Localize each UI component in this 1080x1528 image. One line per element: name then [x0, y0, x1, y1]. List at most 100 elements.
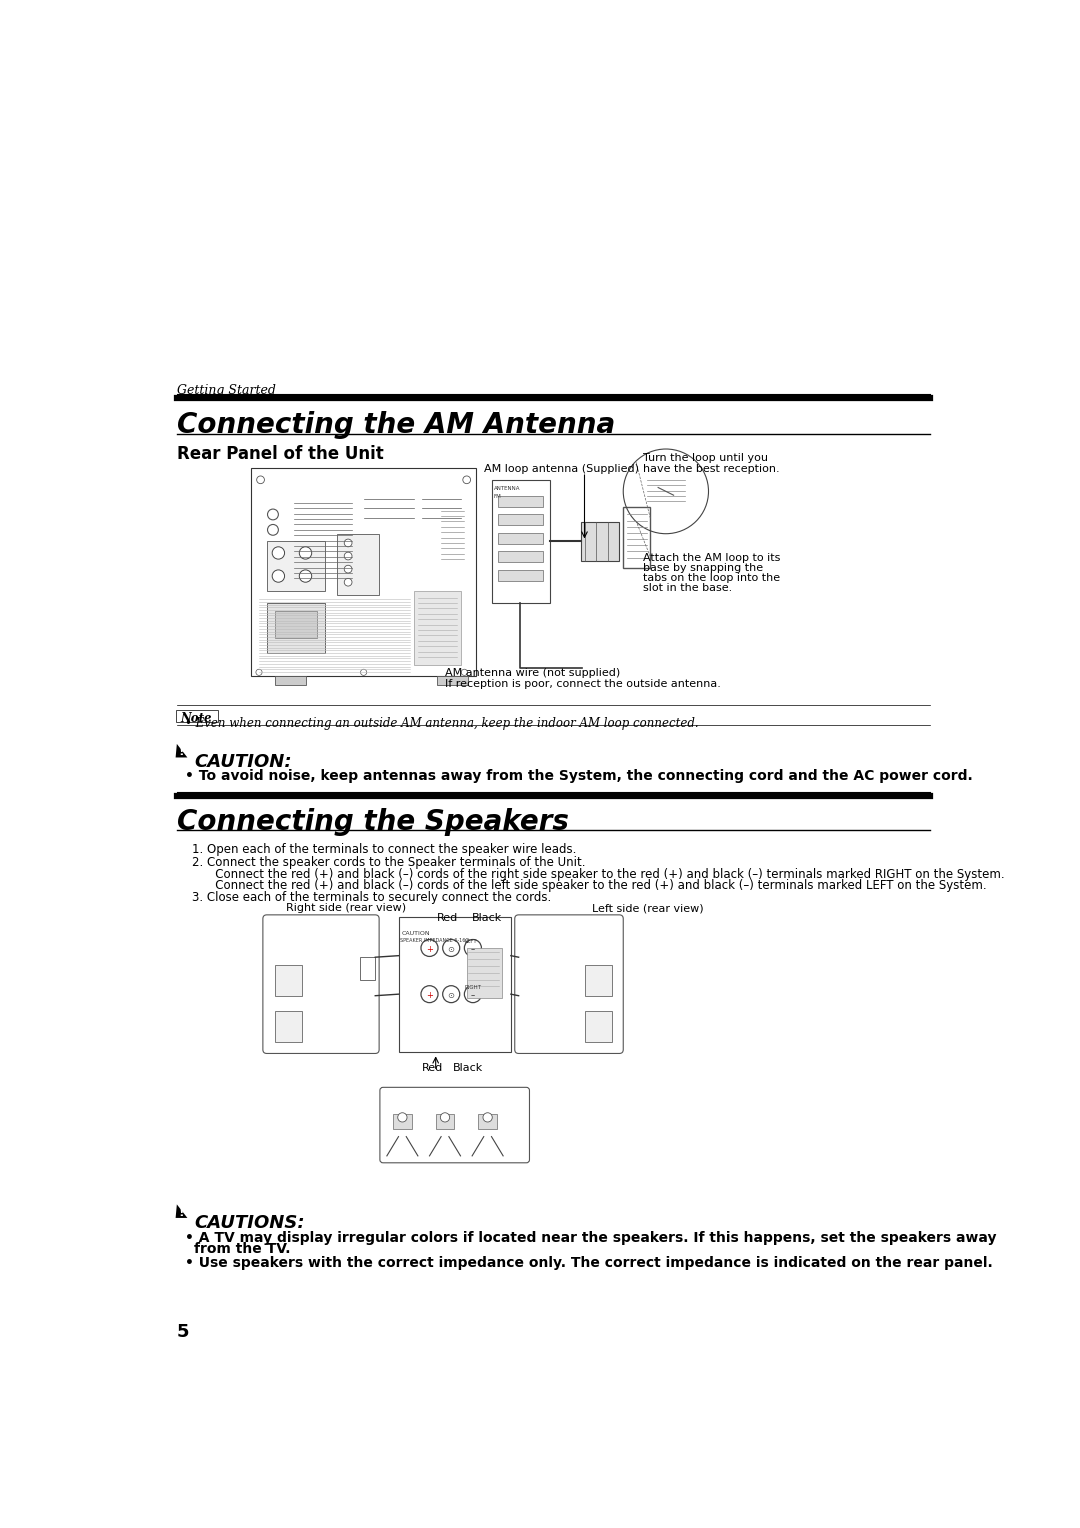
Bar: [252, 468, 476, 677]
Circle shape: [421, 986, 438, 1002]
Text: base by snapping the: base by snapping the: [643, 562, 762, 573]
Bar: [274, 1012, 301, 1042]
Bar: [337, 533, 379, 596]
Text: CAUTIONS:: CAUTIONS:: [194, 1213, 305, 1232]
Circle shape: [268, 524, 279, 535]
Text: LEFT: LEFT: [464, 938, 477, 944]
Text: Red: Red: [437, 912, 459, 923]
Bar: [360, 957, 375, 981]
Bar: [623, 507, 650, 568]
Circle shape: [464, 986, 482, 1002]
Bar: [498, 497, 543, 507]
Circle shape: [443, 940, 460, 957]
Text: ⊙: ⊙: [448, 944, 455, 953]
Text: Connecting the Speakers: Connecting the Speakers: [177, 808, 569, 836]
Text: • A TV may display irregular colors if located near the speakers. If this happen: • A TV may display irregular colors if l…: [185, 1230, 996, 1245]
Bar: [467, 947, 501, 998]
Bar: [274, 677, 306, 686]
Circle shape: [461, 669, 468, 675]
Text: +: +: [427, 992, 433, 1001]
Text: If reception is poor, connect the outside antenna.: If reception is poor, connect the outsid…: [445, 680, 720, 689]
Text: CAUTION: CAUTION: [402, 931, 430, 937]
Text: !: !: [178, 746, 184, 758]
Circle shape: [272, 547, 284, 559]
Text: ⊙: ⊙: [448, 992, 455, 1001]
Text: –: –: [471, 944, 475, 953]
Text: Turn the loop until you: Turn the loop until you: [643, 452, 768, 463]
FancyBboxPatch shape: [262, 915, 379, 1053]
Text: CAUTION:: CAUTION:: [194, 753, 292, 772]
Bar: [584, 964, 611, 996]
Circle shape: [299, 547, 312, 559]
Text: Note: Note: [180, 712, 212, 724]
Circle shape: [345, 539, 352, 547]
Bar: [414, 591, 460, 665]
Text: Connect the red (+) and black (–) cords of the right side speaker to the red (+): Connect the red (+) and black (–) cords …: [204, 868, 1004, 880]
Text: slot in the base.: slot in the base.: [643, 584, 732, 593]
Circle shape: [483, 1112, 492, 1122]
Circle shape: [443, 986, 460, 1002]
Bar: [267, 541, 325, 591]
Text: • Use speakers with the correct impedance only. The correct impedance is indicat: • Use speakers with the correct impedanc…: [185, 1256, 993, 1270]
Text: Black: Black: [472, 912, 502, 923]
Bar: [435, 1114, 455, 1129]
Text: Left side (rear view): Left side (rear view): [592, 903, 704, 914]
Text: 1. Open each of the terminals to connect the speaker wire leads.: 1. Open each of the terminals to connect…: [192, 843, 577, 856]
Text: FM: FM: [494, 494, 501, 498]
Bar: [581, 523, 619, 561]
Text: Right side (rear view): Right side (rear view): [286, 903, 406, 914]
Text: Black: Black: [453, 1062, 483, 1073]
Text: 2. Connect the speaker cords to the Speaker terminals of the Unit.: 2. Connect the speaker cords to the Spea…: [192, 856, 585, 868]
Text: +: +: [427, 944, 433, 953]
Bar: [274, 964, 301, 996]
Text: • Even when connecting an outside AM antenna, keep the indoor AM loop connected.: • Even when connecting an outside AM ant…: [185, 717, 699, 730]
Circle shape: [256, 669, 262, 675]
Polygon shape: [176, 744, 188, 758]
Text: tabs on the loop into the: tabs on the loop into the: [643, 573, 780, 584]
Bar: [274, 611, 318, 637]
Circle shape: [345, 565, 352, 573]
Text: AM loop antenna (Supplied): AM loop antenna (Supplied): [484, 465, 638, 474]
Text: Rear Panel of the Unit: Rear Panel of the Unit: [177, 445, 383, 463]
Text: –: –: [471, 992, 475, 1001]
Text: 5: 5: [177, 1323, 189, 1342]
Text: Red: Red: [422, 1062, 443, 1073]
FancyBboxPatch shape: [176, 711, 218, 723]
Bar: [478, 1114, 497, 1129]
Circle shape: [268, 509, 279, 520]
Circle shape: [397, 1112, 407, 1122]
Circle shape: [345, 579, 352, 587]
Text: Attach the AM loop to its: Attach the AM loop to its: [643, 553, 780, 562]
Bar: [584, 1012, 611, 1042]
Text: • To avoid noise, keep antennas away from the System, the connecting cord and th: • To avoid noise, keep antennas away fro…: [185, 769, 972, 782]
Bar: [399, 917, 511, 1051]
Text: !: !: [178, 1206, 184, 1219]
Bar: [498, 533, 543, 544]
Bar: [267, 604, 325, 652]
FancyBboxPatch shape: [380, 1088, 529, 1163]
Circle shape: [361, 669, 367, 675]
Bar: [491, 480, 550, 604]
Text: Connect the red (+) and black (–) cords of the left side speaker to the red (+) : Connect the red (+) and black (–) cords …: [204, 879, 987, 892]
Bar: [437, 677, 469, 686]
Circle shape: [345, 552, 352, 559]
Circle shape: [421, 940, 438, 957]
Bar: [393, 1114, 411, 1129]
Circle shape: [441, 1112, 449, 1122]
Bar: [498, 570, 543, 581]
Text: ANTENNA: ANTENNA: [494, 486, 521, 490]
Text: from the TV.: from the TV.: [194, 1242, 291, 1256]
Circle shape: [464, 940, 482, 957]
Text: 3. Close each of the terminals to securely connect the cords.: 3. Close each of the terminals to secure…: [192, 891, 552, 905]
Text: have the best reception.: have the best reception.: [643, 463, 780, 474]
Text: AM antenna wire (not supplied): AM antenna wire (not supplied): [445, 668, 620, 678]
Polygon shape: [176, 1204, 188, 1218]
Circle shape: [463, 475, 471, 484]
Circle shape: [272, 570, 284, 582]
Circle shape: [257, 475, 265, 484]
Text: Connecting the AM Antenna: Connecting the AM Antenna: [177, 411, 616, 439]
Bar: [498, 552, 543, 562]
Circle shape: [299, 570, 312, 582]
Bar: [498, 515, 543, 526]
FancyBboxPatch shape: [515, 915, 623, 1053]
